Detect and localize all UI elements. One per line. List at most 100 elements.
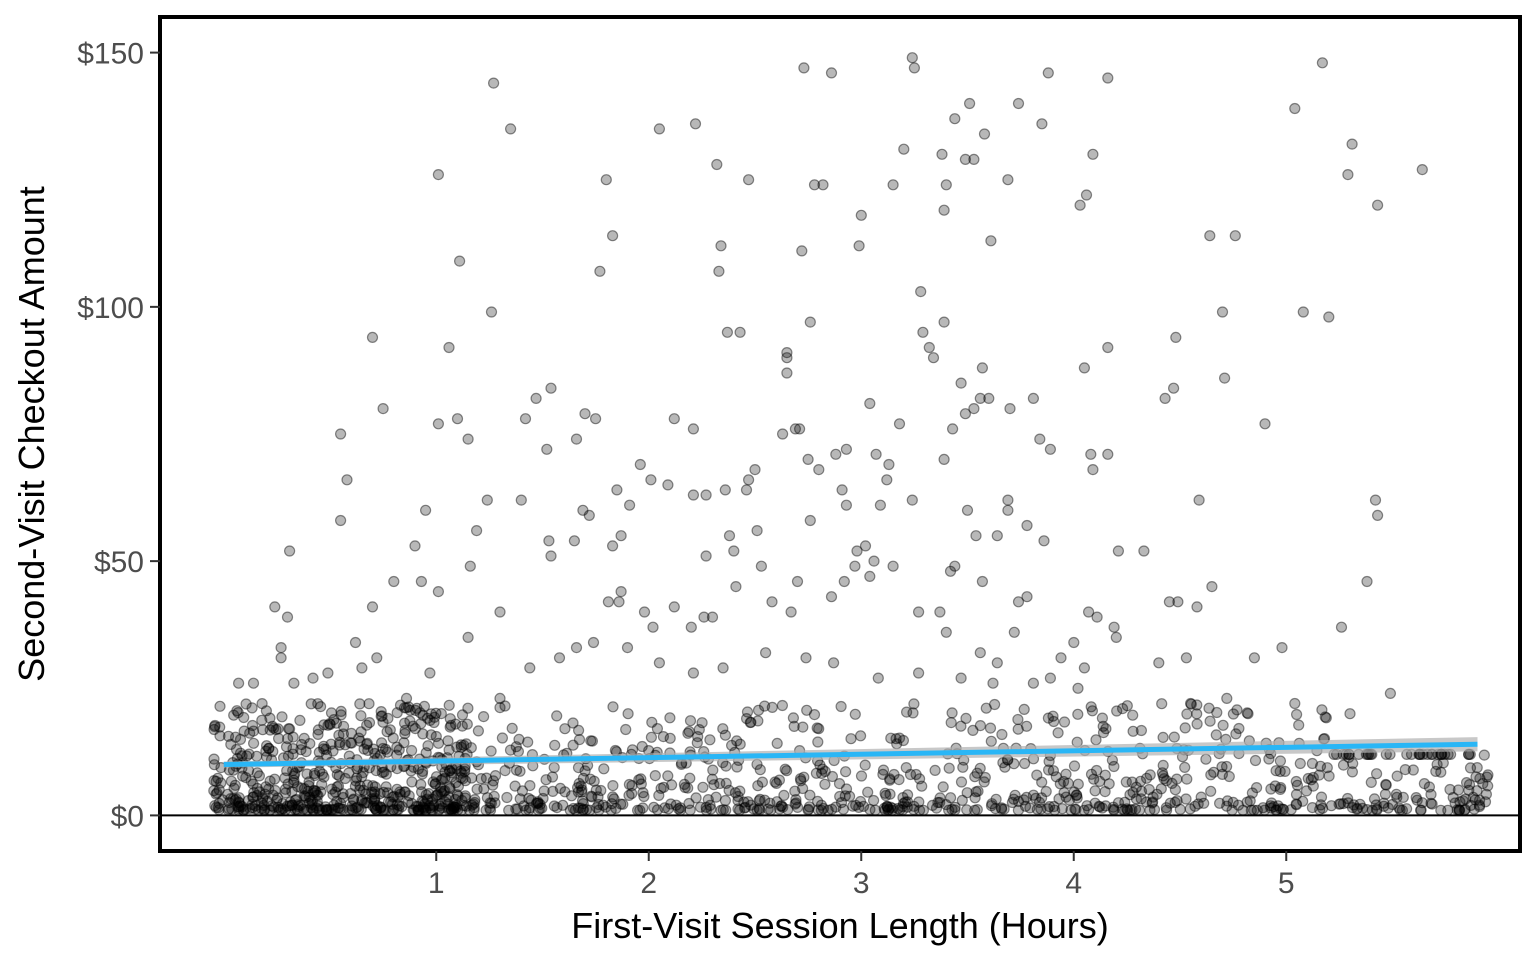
data-point — [893, 418, 906, 430]
data-point — [210, 788, 222, 800]
data-point — [1241, 707, 1253, 719]
data-point — [548, 761, 560, 774]
data-point — [264, 712, 276, 724]
data-point — [715, 804, 727, 816]
data-point — [356, 795, 368, 807]
data-point — [872, 672, 884, 684]
data-point — [1191, 718, 1203, 730]
data-point — [585, 735, 597, 747]
data-point — [417, 801, 429, 813]
data-point — [764, 797, 776, 809]
data-point — [236, 750, 248, 762]
data-point — [1191, 708, 1203, 720]
data-point — [1356, 802, 1369, 815]
data-point — [1471, 785, 1483, 797]
data-point — [258, 799, 270, 812]
data-point — [1473, 794, 1486, 806]
data-point — [869, 804, 881, 816]
data-point — [1167, 382, 1180, 394]
data-point — [403, 790, 415, 802]
data-point — [1457, 795, 1469, 807]
data-point — [452, 804, 464, 816]
data-point — [1047, 710, 1059, 722]
data-point — [277, 797, 289, 810]
data-point — [246, 719, 259, 732]
data-point — [759, 647, 772, 659]
data-point — [402, 796, 414, 809]
data-point — [773, 803, 786, 815]
data-point — [657, 730, 670, 743]
data-point — [1043, 755, 1055, 768]
data-point — [636, 740, 648, 753]
data-point — [443, 699, 455, 711]
data-point — [1264, 800, 1277, 812]
data-point — [350, 802, 362, 814]
data-point — [711, 158, 723, 171]
data-point — [369, 786, 381, 798]
data-point — [419, 797, 431, 810]
data-point — [512, 745, 525, 758]
data-point — [573, 777, 585, 790]
data-point — [854, 730, 867, 742]
data-point — [1463, 778, 1476, 791]
data-point — [606, 230, 619, 242]
data-point — [412, 800, 424, 813]
data-point — [436, 802, 448, 814]
data-point — [702, 793, 714, 806]
data-point — [489, 769, 502, 782]
data-point — [1437, 757, 1449, 769]
data-point — [465, 742, 477, 754]
data-point — [940, 626, 952, 638]
data-point — [294, 714, 306, 727]
data-point — [776, 428, 789, 440]
data-point — [936, 148, 948, 160]
data-point — [391, 707, 403, 719]
data-point — [1097, 720, 1109, 732]
data-point — [970, 530, 982, 542]
data-point — [234, 733, 247, 746]
data-point — [406, 744, 418, 757]
data-point — [877, 764, 890, 776]
data-point — [271, 794, 283, 806]
data-point — [719, 484, 731, 496]
data-point — [417, 796, 429, 808]
data-point — [1054, 778, 1066, 790]
data-point — [543, 535, 555, 547]
data-point — [1116, 702, 1129, 715]
data-point — [969, 771, 981, 783]
data-point — [934, 606, 946, 618]
data-point — [310, 785, 322, 798]
data-point — [946, 803, 958, 816]
data-point — [444, 782, 456, 795]
data-point — [248, 737, 260, 749]
data-point — [305, 698, 317, 710]
data-point — [1192, 798, 1204, 810]
data-point — [585, 790, 597, 802]
data-point — [1265, 802, 1277, 814]
data-point — [331, 795, 343, 808]
data-point — [325, 738, 337, 750]
data-point — [456, 794, 468, 807]
data-point — [302, 804, 314, 816]
data-point — [1126, 776, 1138, 788]
data-point — [380, 781, 392, 793]
data-point — [1112, 797, 1125, 809]
data-point — [793, 423, 806, 435]
data-point — [1306, 801, 1319, 814]
data-point — [670, 799, 682, 811]
data-point — [1121, 803, 1133, 815]
data-point — [416, 795, 428, 807]
data-point — [288, 777, 300, 789]
data-point — [1416, 797, 1428, 809]
data-point — [459, 790, 471, 802]
data-point — [1080, 189, 1093, 201]
data-point — [753, 803, 765, 815]
data-point — [275, 803, 287, 815]
data-point — [309, 769, 321, 782]
data-point — [1042, 764, 1055, 776]
data-point — [328, 713, 340, 726]
data-point — [853, 801, 865, 814]
data-point — [713, 265, 725, 277]
data-point — [956, 794, 968, 807]
data-point — [694, 801, 707, 813]
